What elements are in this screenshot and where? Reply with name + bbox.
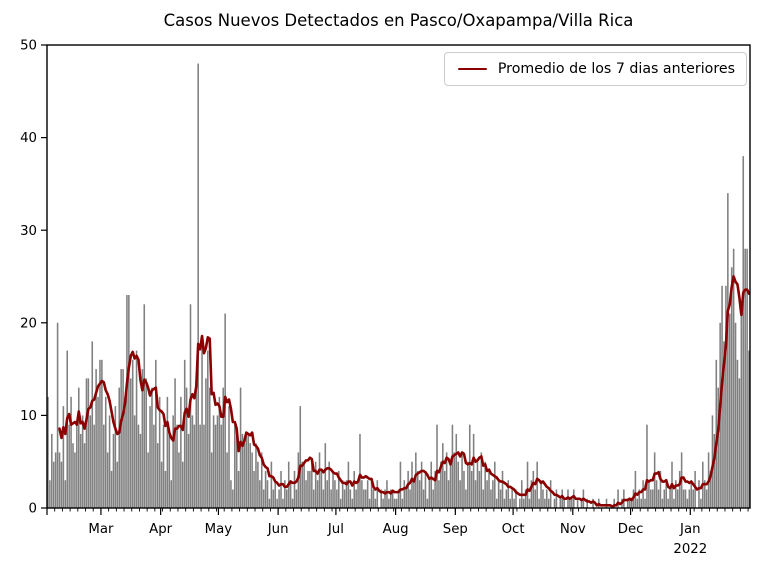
x-axis-minor-ticks (46, 508, 749, 512)
seven-day-average-line (58, 275, 751, 508)
svg-text:Sep: Sep (443, 522, 468, 537)
svg-text:Jul: Jul (327, 522, 344, 537)
svg-text:30: 30 (20, 224, 37, 239)
svg-text:10: 10 (20, 409, 37, 424)
svg-text:Oct: Oct (502, 522, 525, 537)
legend-line-sample-icon (457, 68, 487, 70)
x-axis-major-ticks-and-month-labels: Mar Apr May Jun Jul Aug Sep Oct Nov Dec Jan 2022 (46, 508, 707, 557)
svg-text:50: 50 (20, 39, 37, 54)
legend-label: Promedio de los 7 dias anteriores (497, 61, 735, 77)
daily-cases-bars (47, 63, 750, 509)
legend-box: Promedio de los 7 dias anteriores (443, 52, 747, 86)
chart-title: Casos Nuevos Detectados en Pasco/Oxapamp… (163, 11, 634, 30)
x-axis-year-label: 2022 (673, 542, 707, 557)
svg-text:Nov: Nov (560, 522, 586, 537)
y-axis-ticks: 0 10 20 30 40 50 (20, 39, 47, 517)
svg-text:May: May (205, 522, 233, 537)
svg-text:20: 20 (20, 316, 37, 331)
svg-text:Jan: Jan (679, 522, 701, 537)
svg-text:Mar: Mar (88, 522, 114, 537)
svg-text:40: 40 (20, 131, 37, 146)
svg-text:0: 0 (29, 502, 37, 517)
svg-text:Dec: Dec (618, 522, 644, 537)
svg-text:Aug: Aug (383, 522, 409, 537)
axes-frame (46, 44, 751, 509)
svg-text:Jun: Jun (267, 522, 289, 537)
svg-text:Apr: Apr (149, 522, 173, 537)
